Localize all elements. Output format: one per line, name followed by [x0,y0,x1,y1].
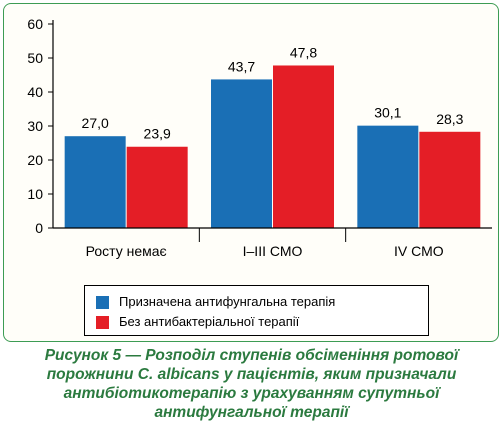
caption-line: порожнини C. albicans у пацієнтів, яким … [46,366,457,383]
y-tick-label: 60 [27,16,43,32]
bar [357,125,419,228]
figure-frame: 0 10 20 30 40 50 60 27,0 23,9 Росту немає 43,7 47,8… [3,3,499,342]
bar [211,79,272,228]
chart-legend: Призначена антифунгальна терапія Без ант… [84,285,429,336]
figure-caption: Рисунок 5 — Розподіл ступенів обсіменінн… [0,346,503,422]
y-tick-label: 10 [27,186,43,202]
y-tick-label: 0 [35,220,43,236]
x-category-label: IV СМО [394,243,444,259]
bar [64,136,126,228]
legend-label-series-2: Без антибактеріальної терапії [119,314,300,329]
bar-chart: 0 10 20 30 40 50 60 27,0 23,9 Росту немає 43,7 47,8… [27,16,492,259]
y-tick-label: 40 [27,84,43,100]
data-label: 30,1 [374,105,401,121]
bar [273,65,334,228]
y-tick-label: 20 [27,152,43,168]
legend-swatch-series-1 [96,296,109,309]
bar [419,131,481,228]
caption-line: Рисунок 5 — Розподіл ступенів обсіменінн… [44,347,459,364]
x-category-label: Росту немає [86,243,167,259]
legend-swatch-series-2 [96,316,109,329]
x-category-label: I–III СМО [243,243,303,259]
data-label: 23,9 [144,126,171,142]
caption-line: антифунгальної терапії [154,404,349,421]
data-label: 47,8 [290,44,317,60]
caption-line: антибіотикотерапію з урахуванням супутнь… [63,385,440,402]
y-tick-label: 50 [27,50,43,66]
data-label: 27,0 [82,115,109,131]
legend-label-series-1: Призначена антифунгальна терапія [119,294,336,309]
bar [126,146,188,228]
data-label: 43,7 [228,58,255,74]
data-label: 28,3 [436,111,463,127]
y-tick-label: 30 [27,118,43,134]
